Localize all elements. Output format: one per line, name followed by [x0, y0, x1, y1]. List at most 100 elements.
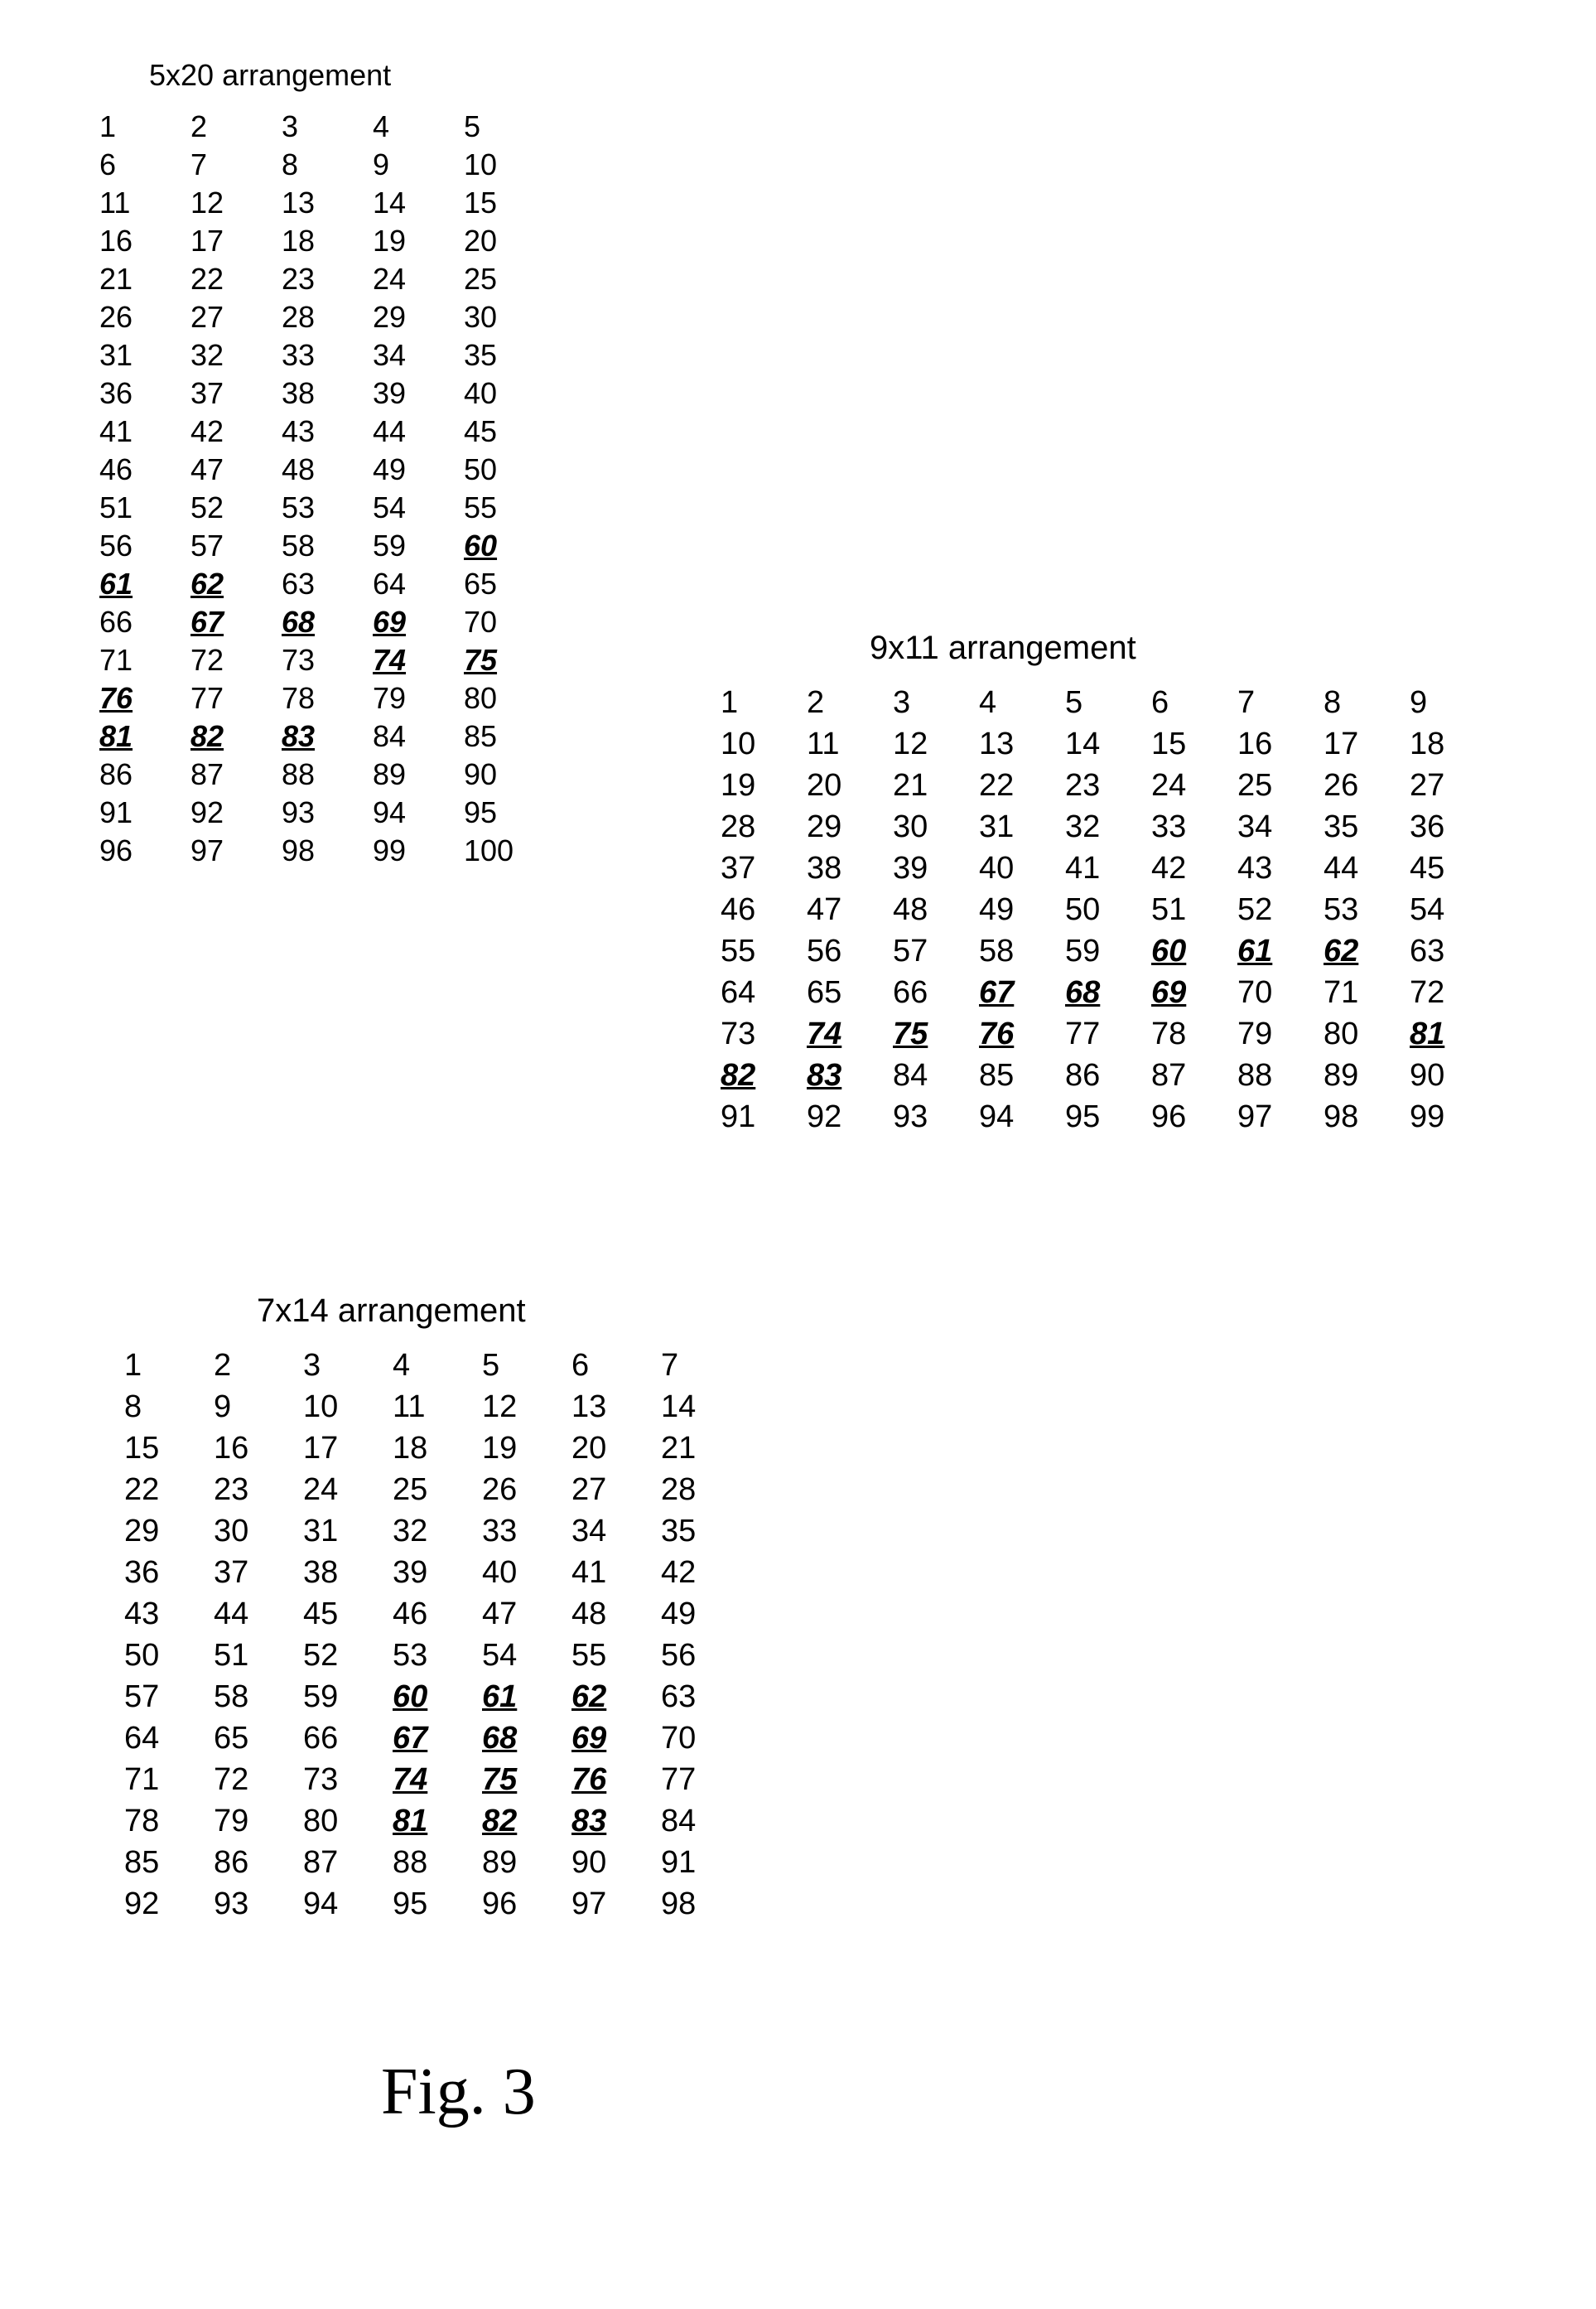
grid-cell: 59: [373, 527, 464, 565]
grid-cell: 44: [1324, 848, 1410, 889]
grid-cell: 93: [893, 1096, 979, 1138]
grid-cell: 61: [99, 565, 190, 603]
grid-cell: 24: [303, 1469, 393, 1510]
title-5x20: 5x20 arrangement: [149, 58, 555, 93]
grid-cell: 52: [1237, 889, 1324, 930]
grid-cell: 2: [807, 682, 893, 723]
grid-cell: 96: [482, 1883, 571, 1925]
grid-cell: 17: [1324, 723, 1410, 765]
grid-cell: 86: [214, 1842, 303, 1883]
grid-cell: 70: [464, 603, 555, 641]
grid-cell: 72: [214, 1759, 303, 1800]
grid-cell: 96: [1151, 1096, 1237, 1138]
grid-cell: 28: [282, 298, 373, 336]
grid-cell: 42: [190, 413, 282, 451]
grid-cell: 94: [373, 794, 464, 832]
grid-cell: 12: [190, 184, 282, 222]
grid-cell: 6: [99, 146, 190, 184]
grid-cell: 46: [393, 1593, 482, 1635]
grid-cell: 14: [1065, 723, 1151, 765]
grid-cell: 22: [979, 765, 1065, 806]
grid-cell: 32: [393, 1510, 482, 1552]
grid-cell: 38: [807, 848, 893, 889]
grid-cell: 35: [661, 1510, 750, 1552]
grid-cell: 91: [721, 1096, 807, 1138]
grid-cell: 55: [721, 930, 807, 972]
grid-cell: 38: [303, 1552, 393, 1593]
grid-cell: 48: [571, 1593, 661, 1635]
grid-cell: 87: [190, 756, 282, 794]
grid-cell: 67: [979, 972, 1065, 1013]
grid-cell: 15: [1151, 723, 1237, 765]
grid-cell: 51: [99, 489, 190, 527]
grid-cell: 77: [1065, 1013, 1151, 1055]
grid-cell: 4: [393, 1345, 482, 1386]
grid-cell: 100: [464, 832, 555, 870]
grid-cell: 28: [721, 806, 807, 848]
grid-cell: 85: [124, 1842, 214, 1883]
grid-cell: 13: [979, 723, 1065, 765]
grid-cell: 47: [482, 1593, 571, 1635]
grid-cell: 46: [721, 889, 807, 930]
grid-cell: 6: [571, 1345, 661, 1386]
block-5x20: 5x20 arrangement 12345678910111213141516…: [99, 58, 555, 870]
grid-cell: 44: [214, 1593, 303, 1635]
grid-cell: 14: [373, 184, 464, 222]
grid-cell: 10: [303, 1386, 393, 1427]
grid-cell: 97: [1237, 1096, 1324, 1138]
grid-cell: 76: [571, 1759, 661, 1800]
grid-cell: 20: [464, 222, 555, 260]
grid-cell: 20: [571, 1427, 661, 1469]
grid-cell: 3: [282, 108, 373, 146]
grid-9x11: 1234567891011121314151617181920212223242…: [721, 682, 1496, 1138]
title-7x14: 7x14 arrangement: [257, 1292, 750, 1330]
grid-cell: 1: [124, 1345, 214, 1386]
grid-cell: 58: [282, 527, 373, 565]
grid-cell: 97: [190, 832, 282, 870]
grid-cell: 4: [979, 682, 1065, 723]
grid-cell: 70: [661, 1717, 750, 1759]
grid-cell: 80: [464, 679, 555, 717]
grid-cell: 97: [571, 1883, 661, 1925]
grid-cell: 86: [1065, 1055, 1151, 1096]
grid-cell: 58: [214, 1676, 303, 1717]
grid-cell: 19: [721, 765, 807, 806]
grid-cell: 66: [303, 1717, 393, 1759]
grid-cell: 54: [373, 489, 464, 527]
grid-cell: 82: [190, 717, 282, 756]
grid-cell: 92: [124, 1883, 214, 1925]
grid-cell: 25: [464, 260, 555, 298]
grid-cell: 83: [282, 717, 373, 756]
grid-cell: 35: [464, 336, 555, 374]
grid-cell: 30: [464, 298, 555, 336]
grid-cell: 57: [124, 1676, 214, 1717]
grid-cell: 33: [482, 1510, 571, 1552]
grid-cell: 73: [721, 1013, 807, 1055]
grid-cell: 79: [1237, 1013, 1324, 1055]
grid-cell: 64: [124, 1717, 214, 1759]
grid-cell: 60: [464, 527, 555, 565]
grid-cell: 9: [214, 1386, 303, 1427]
grid-cell: 94: [979, 1096, 1065, 1138]
grid-cell: 47: [190, 451, 282, 489]
grid-cell: 84: [373, 717, 464, 756]
grid-cell: 49: [979, 889, 1065, 930]
grid-cell: 2: [190, 108, 282, 146]
grid-cell: 75: [893, 1013, 979, 1055]
grid-cell: 16: [214, 1427, 303, 1469]
grid-cell: 76: [99, 679, 190, 717]
grid-cell: 37: [190, 374, 282, 413]
grid-cell: 68: [282, 603, 373, 641]
grid-cell: 68: [1065, 972, 1151, 1013]
grid-cell: 84: [893, 1055, 979, 1096]
grid-cell: 21: [99, 260, 190, 298]
grid-cell: 27: [190, 298, 282, 336]
grid-cell: 98: [1324, 1096, 1410, 1138]
grid-cell: 50: [464, 451, 555, 489]
grid-cell: 81: [99, 717, 190, 756]
grid-cell: 92: [807, 1096, 893, 1138]
grid-cell: 92: [190, 794, 282, 832]
grid-cell: 52: [303, 1635, 393, 1676]
grid-cell: 38: [282, 374, 373, 413]
grid-cell: 56: [99, 527, 190, 565]
